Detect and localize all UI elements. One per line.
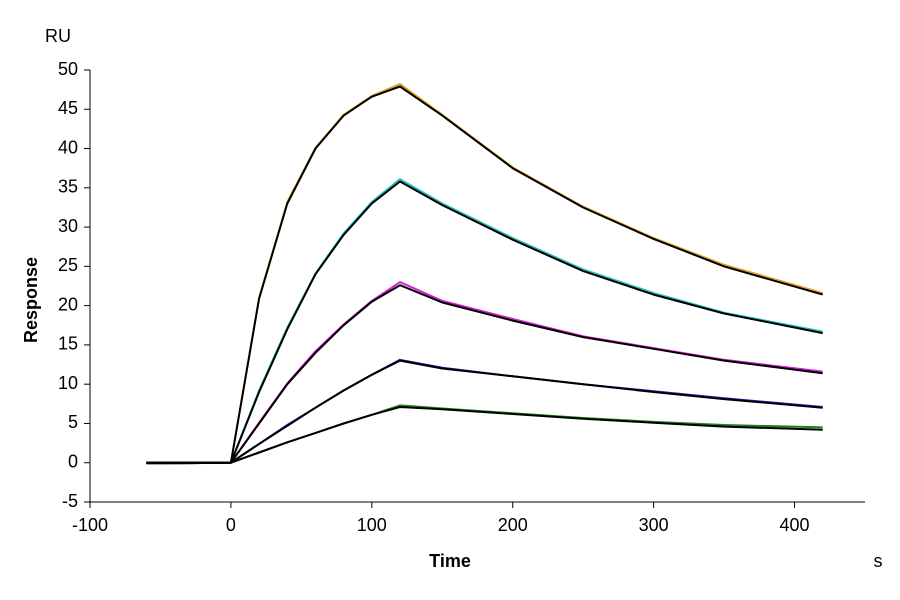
series-line (146, 180, 823, 464)
series-line (146, 83, 823, 465)
y-tick-label: 5 (68, 412, 78, 432)
y-tick-label: 35 (58, 177, 78, 197)
x-tick-label: 200 (498, 515, 528, 535)
y-tick-label: 0 (68, 451, 78, 471)
y-tick-label: 30 (58, 216, 78, 236)
x-tick-label: -100 (72, 515, 108, 535)
y-axis-label: Response (21, 257, 41, 343)
x-tick-label: 0 (226, 515, 236, 535)
series-line (146, 406, 823, 464)
series-line (146, 359, 823, 464)
y-unit: RU (45, 26, 71, 46)
series-line (146, 284, 823, 464)
y-tick-label: 20 (58, 294, 78, 314)
y-tick-label: -5 (62, 491, 78, 511)
x-axis-label: Time (429, 551, 471, 571)
y-tick-label: 40 (58, 137, 78, 157)
y-tick-label: 10 (58, 373, 78, 393)
x-unit: s (874, 551, 883, 571)
series-line (146, 404, 823, 465)
x-tick-label: 100 (357, 515, 387, 535)
y-tick-label: 45 (58, 98, 78, 118)
x-tick-label: 300 (639, 515, 669, 535)
series-line (146, 85, 823, 464)
y-tick-label: 15 (58, 334, 78, 354)
y-tick-label: 25 (58, 255, 78, 275)
y-tick-label: 50 (58, 59, 78, 79)
x-tick-label: 400 (780, 515, 810, 535)
